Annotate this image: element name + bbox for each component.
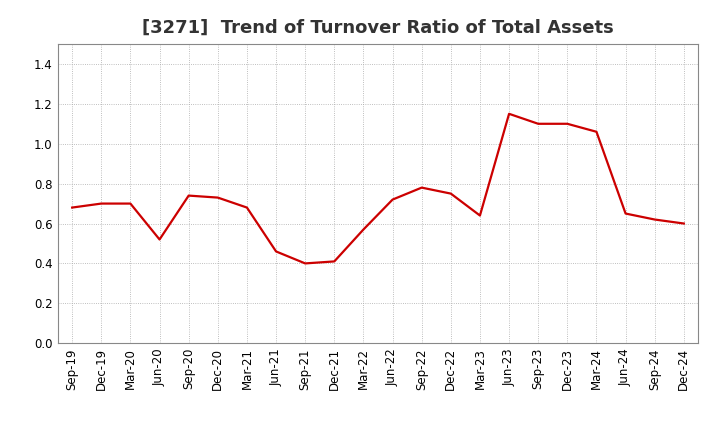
Title: [3271]  Trend of Turnover Ratio of Total Assets: [3271] Trend of Turnover Ratio of Total … (142, 19, 614, 37)
